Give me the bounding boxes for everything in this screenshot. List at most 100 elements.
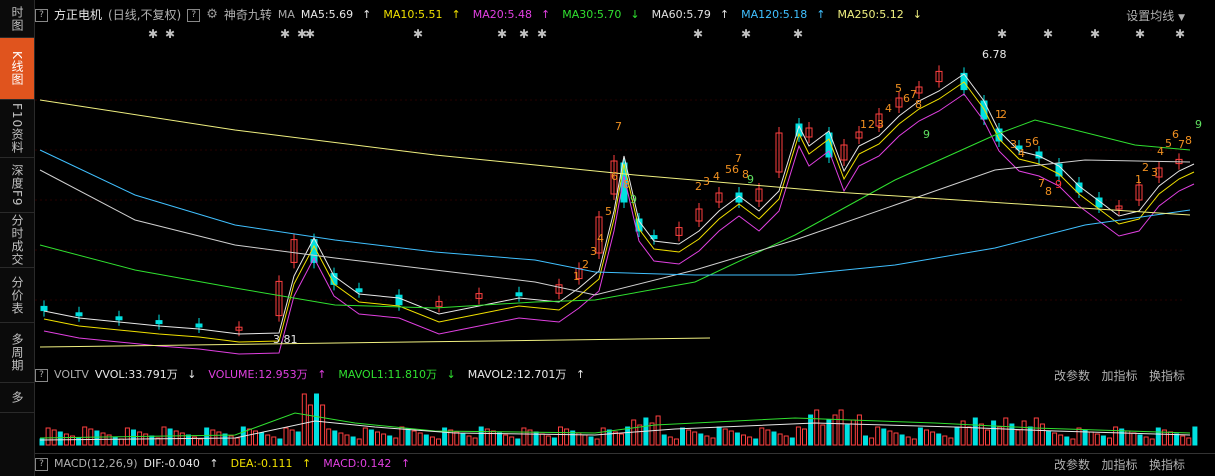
volume-indicator-name[interactable]: VOLTV — [54, 368, 89, 381]
volume-bar — [765, 429, 771, 446]
volume-bar — [978, 423, 984, 446]
ma-item: MA30:5.70 ↓ — [562, 8, 640, 21]
volume-bar — [277, 438, 283, 446]
volume-bar — [985, 429, 990, 446]
volume-bar — [612, 431, 618, 446]
edit-params-link[interactable]: 改参数 — [1054, 458, 1091, 472]
volume-value: VOLUME:12.953万 ↑ — [208, 368, 327, 381]
volume-bar — [472, 437, 478, 446]
nine-turn-count: 7 — [1038, 177, 1045, 190]
candle-body — [775, 132, 783, 173]
mavol1-line — [39, 412, 1191, 439]
nine-turn-count: 8 — [1185, 134, 1192, 147]
volume-bar — [131, 429, 136, 446]
volume-bar — [814, 409, 820, 446]
volume-bar — [118, 438, 124, 446]
volume-bar — [1100, 435, 1106, 446]
sidebar-item-6[interactable]: 多周期 — [0, 323, 34, 383]
volume-bar — [155, 437, 161, 446]
nine-turn-count: 4 — [1018, 147, 1025, 160]
volume-bar — [271, 436, 277, 446]
settings-ma-link[interactable]: 设置均线 ▼ — [1126, 9, 1185, 23]
switch-indicator-link[interactable]: 换指标 — [1148, 458, 1185, 472]
nine-turn-count: 3 — [703, 175, 710, 188]
sidebar-item-4[interactable]: 分时成交 — [0, 213, 34, 268]
nine-turn-count: 6 — [732, 163, 739, 176]
volume-bar — [411, 430, 417, 446]
nine-turn-count: 9 — [747, 173, 754, 186]
add-indicator-link[interactable]: 加指标 — [1101, 369, 1138, 383]
volume-chart[interactable] — [35, 383, 1215, 453]
help-icon[interactable]: ? — [35, 8, 48, 22]
volume-bar — [759, 427, 765, 446]
add-indicator-link[interactable]: 加指标 — [1101, 458, 1138, 472]
volume-bar — [930, 431, 936, 446]
volume-bar — [753, 438, 759, 446]
sidebar-item-7[interactable]: 多 — [0, 383, 34, 413]
candle-body — [1075, 182, 1083, 193]
volume-bar — [856, 414, 862, 446]
help-icon[interactable]: ? — [35, 457, 48, 471]
edit-params-link[interactable]: 改参数 — [1054, 369, 1091, 383]
period-label[interactable]: (日线,不复权) — [108, 8, 182, 22]
nine-turn-count: 3 — [877, 118, 884, 131]
volume-bar — [289, 429, 295, 446]
help-icon[interactable]: ? — [35, 368, 48, 382]
volume-bar — [1027, 426, 1033, 446]
volume-bar — [881, 428, 887, 446]
sidebar-item-5[interactable]: 分价表 — [0, 268, 34, 323]
candle-body — [555, 284, 563, 294]
switch-indicator-link[interactable]: 换指标 — [1148, 369, 1185, 383]
volume-bar — [686, 429, 692, 446]
help-icon[interactable]: ? — [187, 8, 201, 22]
volume-bar — [680, 427, 685, 446]
candle-body — [515, 292, 523, 297]
volume-bar — [545, 435, 551, 446]
candle-body — [395, 294, 403, 306]
volume-bar — [795, 426, 801, 446]
chevron-down-icon: ▼ — [1178, 13, 1185, 23]
volume-bar — [722, 428, 728, 446]
ma60-line — [39, 159, 1191, 296]
ma5-line — [43, 73, 1195, 335]
candle-body — [1115, 205, 1123, 210]
macd-links: 改参数 加指标 换指标 — [1054, 456, 1185, 473]
macd-indicator-name[interactable]: MACD(12,26,9) — [54, 457, 138, 470]
dea-value: DEA:-0.111 ↑ — [230, 457, 312, 470]
vvol-value: VVOL:33.791万 ↓ — [94, 368, 197, 381]
volume-bar — [381, 433, 387, 446]
sidebar-item-2[interactable]: F10资料 — [0, 100, 34, 158]
gear-icon[interactable]: ⚙ — [206, 7, 218, 22]
signal-star: ✱ — [297, 27, 307, 41]
indicator-name[interactable]: 神奇九转 — [223, 8, 272, 22]
nine-turn-count: 9 — [923, 128, 930, 141]
volume-bar — [70, 435, 75, 446]
volume-bar — [497, 432, 502, 446]
signal-star: ✱ — [1135, 27, 1145, 41]
volume-bar — [844, 424, 850, 446]
ma-label: MA — [277, 8, 295, 21]
volume-bar — [1131, 432, 1137, 446]
signal-star: ✱ — [793, 27, 803, 41]
nine-turn-count: 6 — [611, 170, 618, 183]
volume-bar — [338, 432, 344, 446]
sidebar-item-1[interactable]: K线图 — [0, 38, 34, 100]
volume-bar — [570, 430, 576, 446]
volume-bar — [192, 436, 197, 446]
sidebar-item-0[interactable]: 时图 — [0, 0, 34, 38]
signal-star: ✱ — [280, 27, 290, 41]
volume-bar — [429, 436, 435, 446]
nine-turn-count: 5 — [605, 205, 612, 218]
sidebar-item-3[interactable]: 深度F9 — [0, 158, 34, 213]
ma10-line — [43, 81, 1195, 343]
volume-bar — [734, 432, 740, 446]
volume-bar — [45, 427, 51, 446]
volume-bar — [167, 428, 173, 446]
volume-links: 改参数 加指标 换指标 — [1054, 367, 1185, 384]
low-price-label: 3.81 — [273, 333, 298, 346]
volume-bar — [558, 426, 563, 446]
volume-bar — [802, 428, 807, 446]
volume-bar — [728, 430, 734, 446]
candle-body — [855, 131, 863, 139]
